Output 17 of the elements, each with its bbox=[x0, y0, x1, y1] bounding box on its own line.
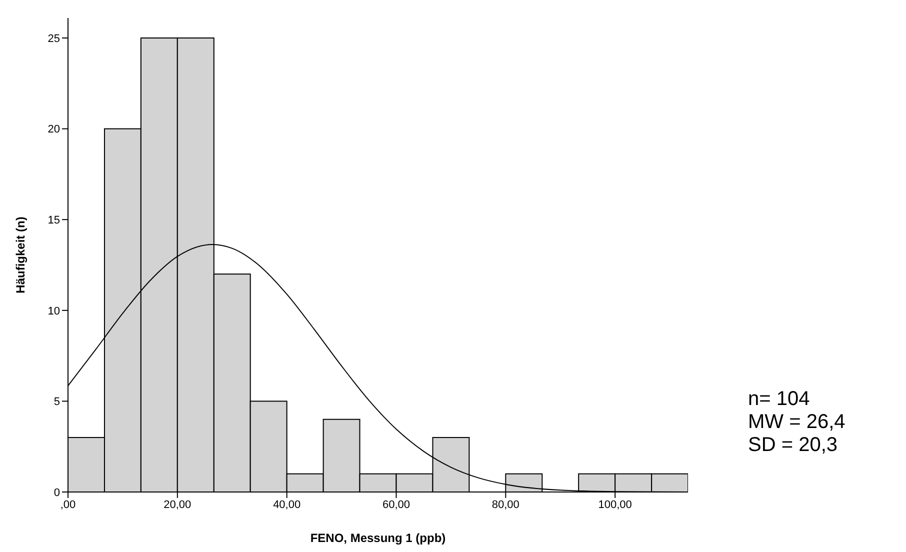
y-tick-label: 20 bbox=[48, 124, 60, 136]
x-tick-label: 60,00 bbox=[382, 498, 410, 511]
x-axis-title: FENO, Messung 1 (ppb) bbox=[310, 531, 446, 545]
y-tick-label: 15 bbox=[48, 214, 60, 226]
x-tick-label: ,00 bbox=[60, 498, 76, 511]
y-tick-label: 25 bbox=[48, 32, 60, 45]
x-tick-label: 20,00 bbox=[164, 498, 192, 511]
x-tick-label: 100,00 bbox=[598, 498, 632, 511]
text: MW = 26,4 bbox=[748, 411, 846, 434]
text: n= 104 bbox=[748, 388, 811, 411]
x-tick-label: 80,00 bbox=[492, 498, 520, 511]
y-tick-label: 10 bbox=[48, 305, 60, 318]
x-tick-label: 40,00 bbox=[273, 498, 301, 511]
text: SD = 20,3 bbox=[748, 434, 839, 457]
y-tick-label: 5 bbox=[54, 396, 60, 408]
y-tick-label: 0 bbox=[54, 486, 60, 499]
y-axis-title: Häufigkeit (n) bbox=[13, 216, 28, 294]
